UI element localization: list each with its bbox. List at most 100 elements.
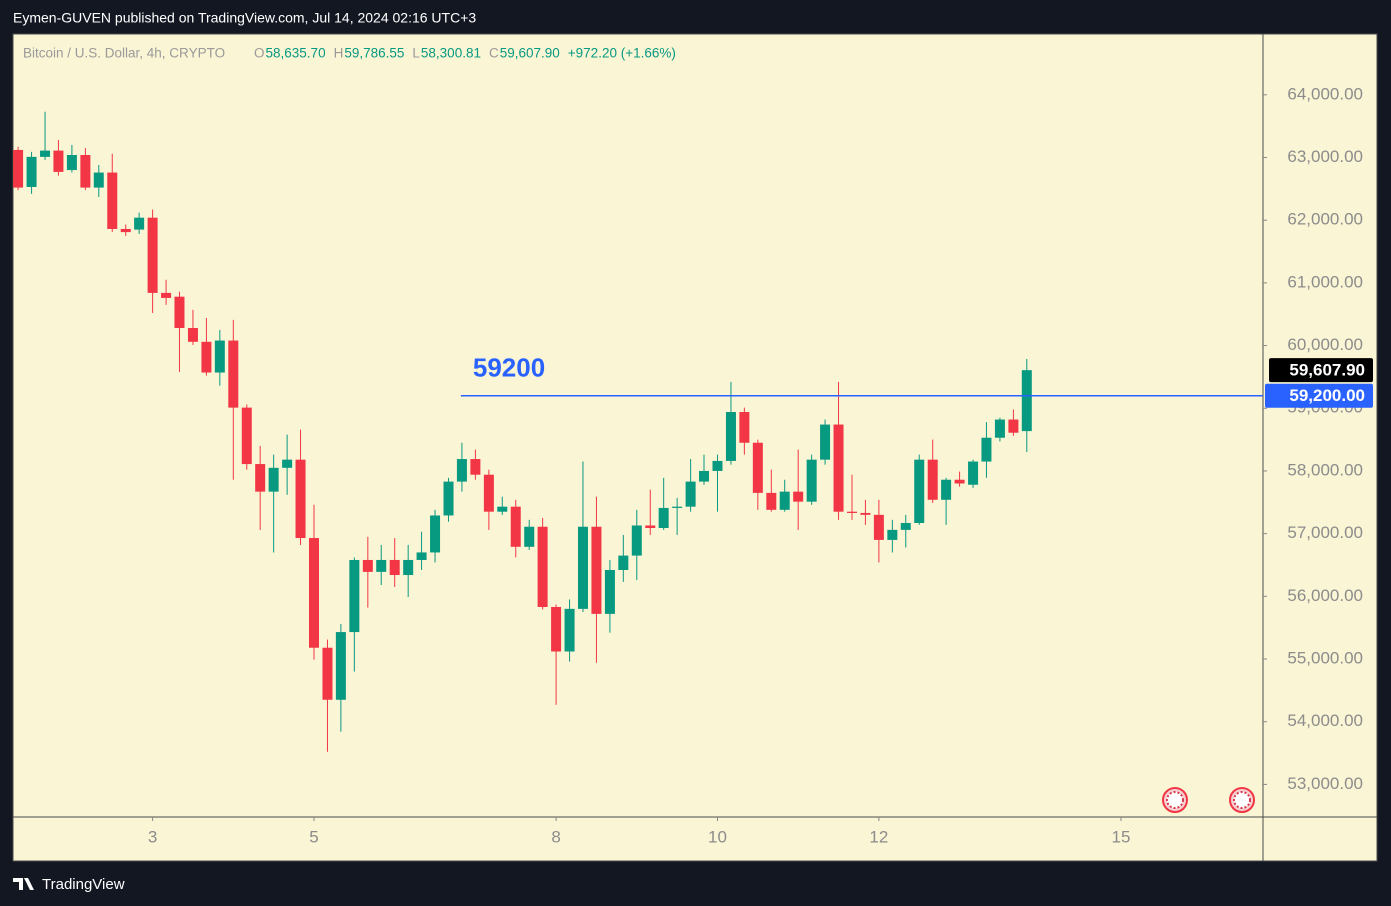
candle-body [725,412,736,461]
candle-body [779,491,790,510]
y-tick-label: 58,000.00 [1287,460,1363,479]
candle-body [241,407,252,465]
candle-body [13,149,24,188]
y-tick-label: 54,000.00 [1287,711,1363,730]
ohlc-value: 58,635.70 [266,46,326,61]
candle-body [968,461,979,485]
candle-body [53,150,64,172]
logo-text: TradingView [42,876,125,893]
y-tick-label: 61,000.00 [1287,272,1363,291]
candle-body [524,526,535,547]
candle-body [887,529,898,540]
candle-body [577,526,588,609]
candle-body [349,559,360,633]
candle-body [174,296,185,329]
candle-body [80,154,91,188]
candle-body [658,507,669,528]
candle-body [927,459,938,500]
logo-mark [13,878,34,890]
candle-body [214,340,225,373]
candle-body [712,460,723,471]
change-value: +972.20 (+1.66%) [568,46,676,61]
candle-body [941,479,952,500]
candle-body [604,570,615,614]
tradingview-logo: TradingView [13,876,125,893]
candle-body [147,217,158,293]
candle-body [739,412,750,443]
candle-body [470,459,481,475]
candle-body [591,526,602,614]
candle-body [860,512,871,515]
hline-axis-label: 59,200.00 [1289,386,1365,405]
chart-frame [12,33,1378,862]
candle-body [134,217,145,230]
candle-body [766,492,777,510]
candle-body [873,514,884,540]
candle-body [820,424,831,460]
candle-body [282,459,293,468]
candle-body [309,538,320,648]
candle-body [847,511,858,513]
candle-body [483,474,494,512]
candle-body [1008,419,1019,433]
candle-body [201,341,212,373]
candle-body [362,559,373,572]
ohlc-key: H [334,46,344,61]
x-tick-label: 12 [869,827,888,846]
horizontal-line-label: 59200 [473,353,545,383]
hline-axis-tag [1265,383,1373,408]
candle-body [40,150,51,157]
candle-body [1021,370,1032,432]
last-price-label: 59,607.90 [1289,361,1365,380]
x-tick-label: 3 [148,827,157,846]
candle-body [994,419,1005,438]
candle-body [618,555,629,571]
y-tick-label: 53,000.00 [1287,774,1363,793]
ohlc-key: L [412,46,420,61]
candle-body [793,491,804,502]
y-tick-label: 55,000.00 [1287,649,1363,668]
candle-body [295,459,306,539]
y-tick-label: 60,000.00 [1287,335,1363,354]
x-tick-label: 5 [309,827,318,846]
candle-body [551,606,562,652]
candle-body [900,522,911,530]
event-flag [1166,791,1184,809]
candle-body [335,632,346,700]
candle-body [631,525,642,556]
ohlc-value: 59,786.55 [344,46,404,61]
candle-body [430,515,441,553]
candle-body [685,481,696,507]
event-flag [1233,791,1251,809]
plot: 53,000.00 54,000.00 55,000.00 56,000.00 57,0… [13,84,1373,846]
ohlc-key: O [254,46,265,61]
candle-body [510,506,521,547]
y-tick-label: 62,000.00 [1287,210,1363,229]
y-tick-label: 56,000.00 [1287,586,1363,605]
y-tick-label: 64,000.00 [1287,84,1363,103]
candle-body [107,172,118,229]
candle-body [120,228,131,233]
ohlc-key: C [489,46,499,61]
candle-body [376,559,387,572]
candle-body [161,292,172,298]
candle-body [389,559,400,576]
candle-body [806,459,817,502]
candle-body [66,154,77,171]
candle-body [914,459,925,523]
candle-body [699,470,710,482]
x-tick-label: 8 [551,827,560,846]
ohlc-value: 58,300.81 [421,46,481,61]
candle-body [537,526,548,607]
candle-body [456,459,467,482]
ohlc-legend: O 58,635.70 H 59,786.55 L 58,300.81 C 59,607.90… [254,46,676,61]
publish-header: Eymen-GUVEN published on TradingView.com… [13,10,476,26]
candle-body [752,442,763,493]
last-price-tag [1269,358,1373,383]
x-tick-label: 15 [1112,827,1131,846]
candle-body [255,464,266,492]
candle-body [672,506,683,508]
candle-body [403,559,414,576]
